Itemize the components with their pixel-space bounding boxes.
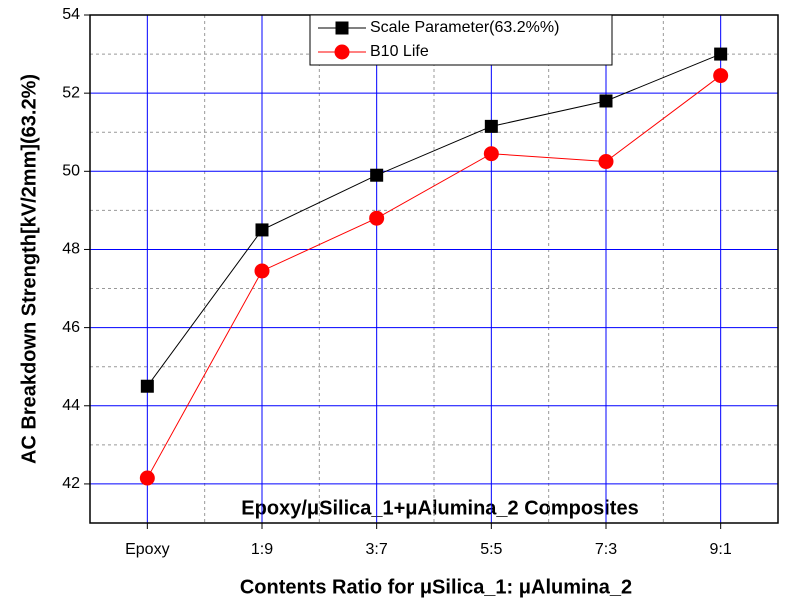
y-tick-label: 54 bbox=[62, 6, 80, 23]
legend-box bbox=[309, 14, 613, 66]
y-tick-label: 42 bbox=[62, 475, 80, 492]
x-tick-label: 3:7 bbox=[366, 541, 388, 558]
point bbox=[255, 223, 269, 237]
line bbox=[146, 75, 721, 479]
x-tick-label: 5:5 bbox=[480, 541, 502, 558]
x-tick-label: 1:9 bbox=[251, 541, 273, 558]
y-tick-label: 44 bbox=[62, 397, 80, 414]
y-tick-label: 48 bbox=[62, 241, 80, 258]
y-axis-label: AC Breakdown Strength[kV/2mm](63.2%) bbox=[18, 74, 40, 464]
y-tick-label: 50 bbox=[62, 163, 80, 180]
legend-label: B10 Life bbox=[370, 43, 429, 60]
x-tick-label: 7:3 bbox=[595, 541, 617, 558]
point bbox=[484, 119, 498, 133]
y-tick-label: 52 bbox=[62, 84, 80, 101]
y-tick-label: 46 bbox=[62, 319, 80, 336]
legend: Scale Parameter(63.2%%) B10 Life bbox=[309, 14, 613, 66]
point bbox=[598, 154, 614, 170]
point bbox=[713, 68, 729, 84]
point bbox=[483, 146, 499, 162]
point bbox=[599, 94, 613, 108]
point bbox=[140, 379, 154, 393]
annotation: Epoxy/μSilica_1+μAlumina_2 Composites bbox=[241, 497, 638, 519]
point bbox=[139, 470, 155, 486]
x-tick-label: 9:1 bbox=[710, 541, 732, 558]
x-axis-label: Contents Ratio for μSilica_1: μAlumina_2 bbox=[240, 576, 632, 598]
point bbox=[370, 168, 384, 182]
legend-marker bbox=[335, 21, 349, 35]
legend-label: Scale Parameter(63.2%%) bbox=[370, 19, 559, 36]
point bbox=[369, 210, 385, 226]
point bbox=[254, 263, 270, 279]
x-tick-label: Epoxy bbox=[125, 541, 169, 558]
legend-marker bbox=[334, 44, 350, 60]
point bbox=[714, 47, 728, 61]
line bbox=[146, 53, 721, 387]
